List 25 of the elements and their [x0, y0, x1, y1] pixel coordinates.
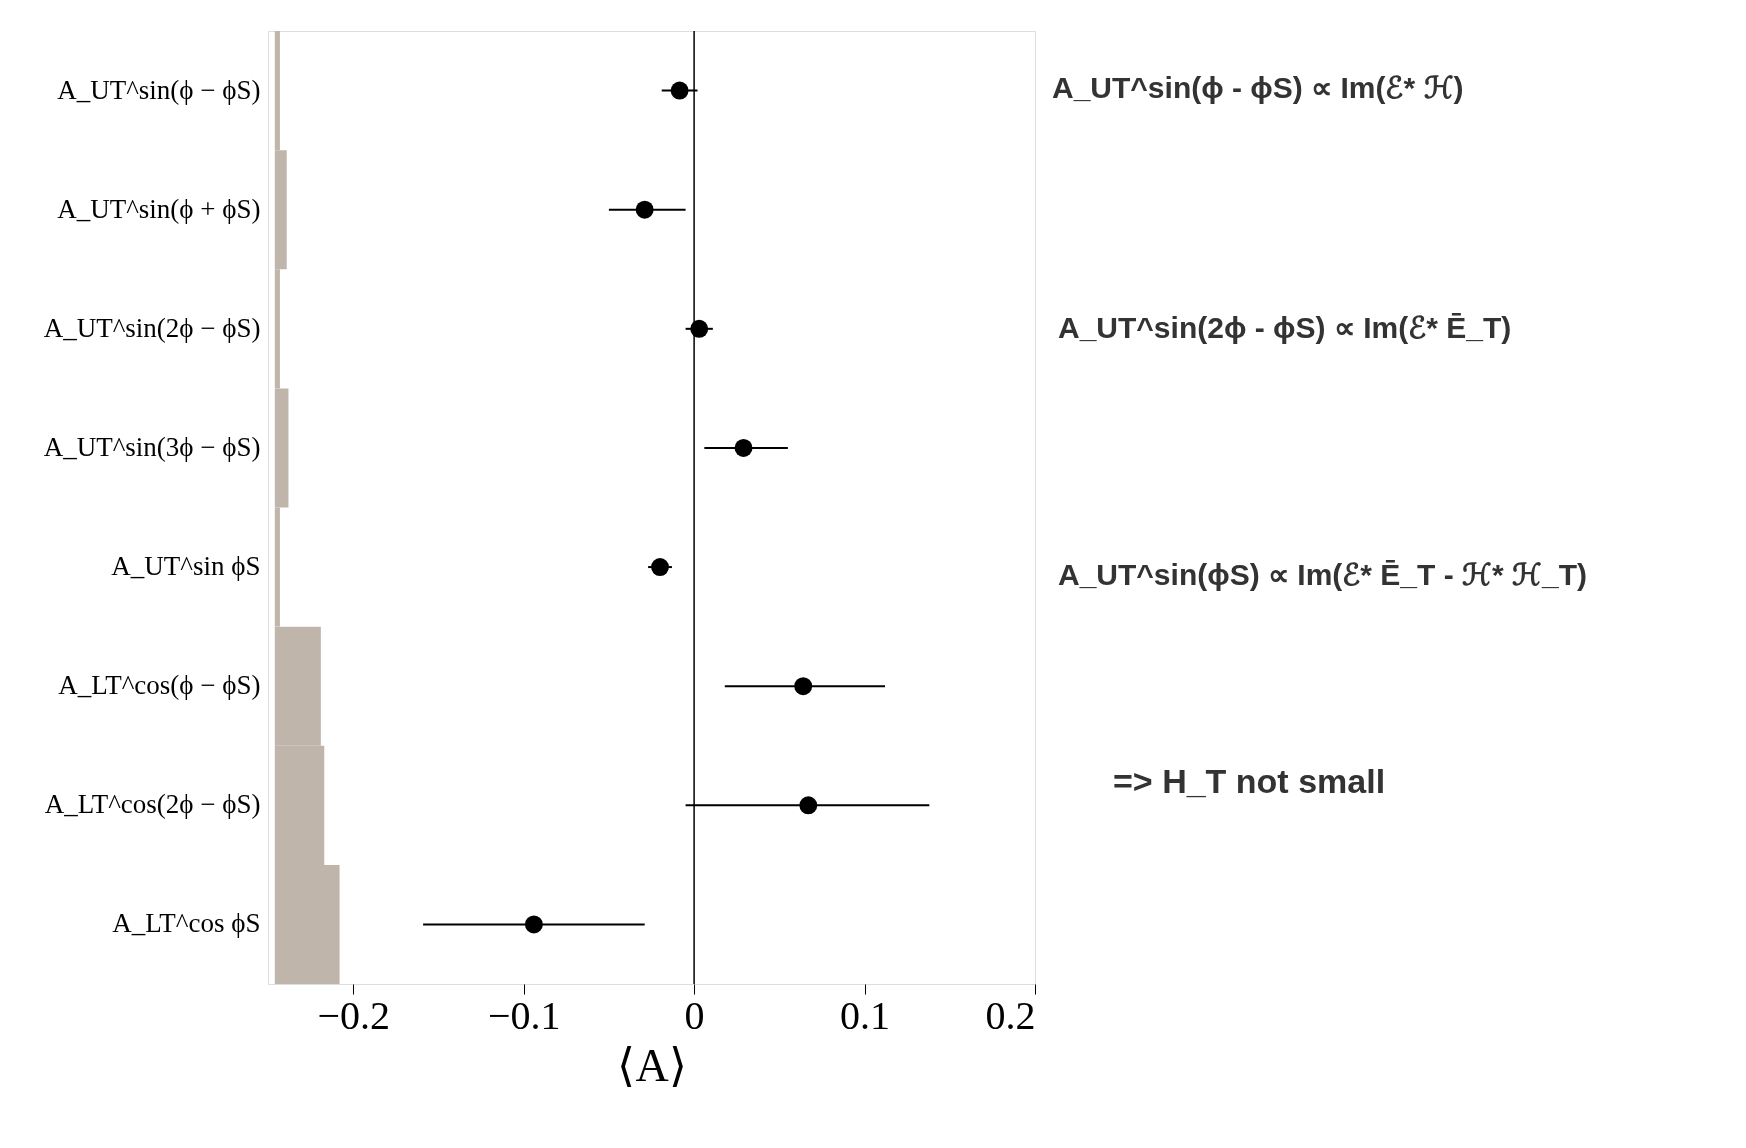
point: [651, 558, 669, 576]
y-tick-label: A_UT^sin(ϕ − ϕS): [57, 74, 261, 105]
x-tick-label: −0.1: [487, 992, 561, 1038]
text: A_UT^sin(ϕS) ∝ Im(ℰ* Ē_T - ℋ* ℋ_T): [1058, 558, 1588, 591]
y-tick-label: A_LT^cos(2ϕ − ϕS): [44, 789, 261, 820]
point: [794, 677, 813, 696]
x-tick-label: 0.2: [985, 992, 1036, 1038]
point: [524, 915, 543, 934]
y-tick-label: A_UT^sin ϕS: [111, 551, 261, 582]
x-tick-label: 0: [684, 992, 705, 1038]
y-tick-label: A_LT^cos ϕS: [112, 908, 261, 939]
point: [734, 439, 753, 457]
x-axis-title: ⟨A⟩: [617, 1039, 687, 1091]
text: A_UT^sin(2ϕ - ϕS) ∝ Im(ℰ* Ē_T): [1058, 311, 1512, 344]
point: [635, 200, 654, 219]
y-tick-label: A_UT^sin(3ϕ − ϕS): [43, 431, 261, 462]
point: [799, 796, 818, 815]
y-tick-label: A_UT^sin(2ϕ − ϕS): [43, 312, 261, 343]
x-tick-label: −0.2: [317, 992, 390, 1038]
y-tick-label: A_LT^cos(ϕ − ϕS): [58, 670, 261, 701]
y-tick-label: A_UT^sin(ϕ + ϕS): [57, 193, 261, 224]
point: [670, 81, 689, 100]
text: => H_T not small: [1113, 762, 1386, 800]
text: A_UT^sin(ϕ - ϕS) ∝ Im(ℰ* ℋ): [1052, 71, 1464, 104]
x-tick-label: 0.1: [840, 992, 891, 1038]
